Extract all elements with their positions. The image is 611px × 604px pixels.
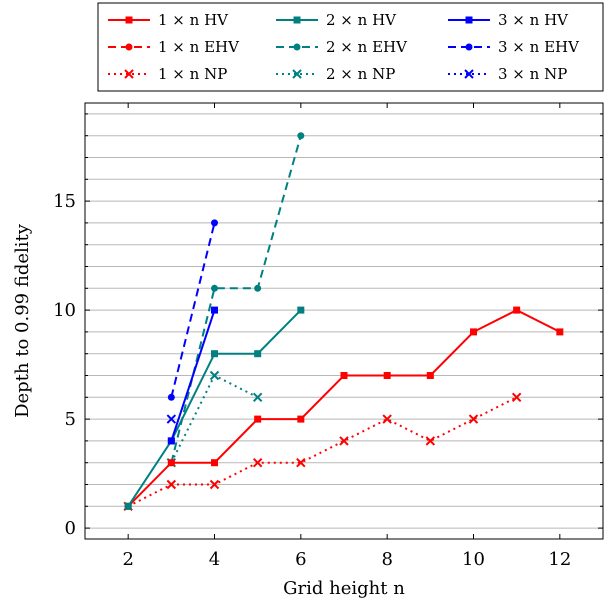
- data-point: [211, 459, 218, 467]
- legend-swatch-marker: [293, 16, 301, 24]
- legend-entry: 1 × n HV: [108, 11, 229, 29]
- data-point: [166, 414, 177, 424]
- data-point: [211, 306, 218, 314]
- legend-entry: 1 × n EHV: [108, 38, 240, 56]
- data-point: [252, 457, 263, 468]
- legend-label: 3 × n EHV: [498, 38, 580, 56]
- data-point: [383, 372, 391, 379]
- data-point: [426, 372, 434, 379]
- legend-swatch-marker: [292, 69, 302, 79]
- data-point: [470, 328, 477, 336]
- x-axis-label: Grid height n: [283, 578, 405, 599]
- y-tick-label: 15: [53, 191, 76, 212]
- data-point: [254, 350, 262, 358]
- legend-label: 3 × n HV: [498, 11, 569, 29]
- data-point: [297, 415, 305, 423]
- x-tick-label: 8: [381, 549, 392, 570]
- legend-swatch-marker: [125, 43, 133, 51]
- y-tick-label: 10: [53, 300, 76, 321]
- y-tick-label: 5: [65, 409, 76, 430]
- series-0: [124, 306, 564, 510]
- data-point: [425, 436, 436, 446]
- data-point: [211, 350, 218, 358]
- legend-frame: [97, 2, 604, 92]
- data-point: [511, 392, 522, 403]
- legend-swatch-marker: [125, 16, 133, 24]
- y-axis-label: Depth to 0.99 fidelity: [12, 223, 33, 418]
- data-point: [167, 459, 175, 467]
- legend-entry: 2 × n HV: [276, 11, 397, 29]
- series-1: [124, 306, 305, 510]
- legend-swatch-marker: [293, 43, 301, 51]
- series-8: [166, 414, 177, 424]
- data-point: [468, 414, 479, 424]
- plot-frame: [84, 102, 604, 540]
- legend-entry: 3 × n EHV: [448, 38, 580, 56]
- axis-ticks: 0 5 10 15 2 4 6 8 10 12: [53, 103, 603, 570]
- data-point: [252, 392, 263, 403]
- data-point: [167, 393, 175, 401]
- legend-entry: 2 × n EHV: [276, 38, 408, 56]
- legend-label: 1 × n HV: [158, 11, 229, 29]
- data-point: [211, 219, 218, 227]
- legend-label: 2 × n HV: [326, 11, 397, 29]
- data-point: [124, 502, 132, 510]
- legend-swatch-marker: [124, 69, 134, 79]
- data-point: [166, 479, 177, 490]
- series-line: [170, 309, 216, 442]
- grid-lines: [85, 113, 603, 529]
- legend-swatch-marker: [465, 43, 473, 51]
- x-tick-label: 4: [209, 549, 220, 570]
- series-5: [167, 219, 218, 401]
- data-point: [340, 372, 348, 379]
- series-line: [170, 222, 216, 398]
- x-tick-label: 6: [295, 549, 306, 570]
- data-point: [556, 328, 564, 336]
- data-point: [211, 284, 218, 292]
- data-point: [297, 132, 305, 140]
- legend-label: 1 × n EHV: [158, 38, 240, 56]
- data-point: [296, 457, 306, 468]
- legend-label: 2 × n NP: [326, 65, 395, 83]
- legend-entry: 3 × n HV: [448, 11, 569, 29]
- legend-swatch-marker: [464, 69, 474, 79]
- data-point: [339, 436, 349, 446]
- series-line: [170, 135, 302, 463]
- data-point: [254, 415, 262, 423]
- series-4: [167, 132, 305, 467]
- data-point: [382, 414, 392, 424]
- legend-entry: 2 × n NP: [276, 65, 395, 83]
- series-group: [123, 132, 564, 512]
- data-point: [209, 479, 220, 490]
- x-tick-label: 10: [462, 549, 485, 570]
- legend-entry: 3 × n NP: [448, 65, 567, 83]
- x-tick-label: 12: [548, 549, 571, 570]
- series-line: [127, 308, 561, 508]
- legend-swatch-marker: [465, 16, 473, 24]
- legend-entry: 1 × n NP: [108, 65, 227, 83]
- legend-label: 2 × n EHV: [326, 38, 408, 56]
- series-2: [167, 306, 218, 445]
- data-point: [297, 306, 305, 314]
- data-point: [254, 284, 262, 292]
- legend: 1 × n HV 1 × n EHV 1 × n NP 2 × n HV 2 × n E…: [97, 2, 604, 92]
- x-tick-label: 2: [122, 549, 133, 570]
- data-point: [167, 437, 175, 445]
- legend-label: 3 × n NP: [498, 65, 567, 83]
- y-tick-label: 0: [65, 518, 76, 539]
- data-point: [209, 370, 220, 381]
- data-point: [513, 306, 521, 314]
- legend-label: 1 × n NP: [158, 65, 227, 83]
- series-line: [127, 309, 302, 507]
- series-line: [127, 396, 518, 508]
